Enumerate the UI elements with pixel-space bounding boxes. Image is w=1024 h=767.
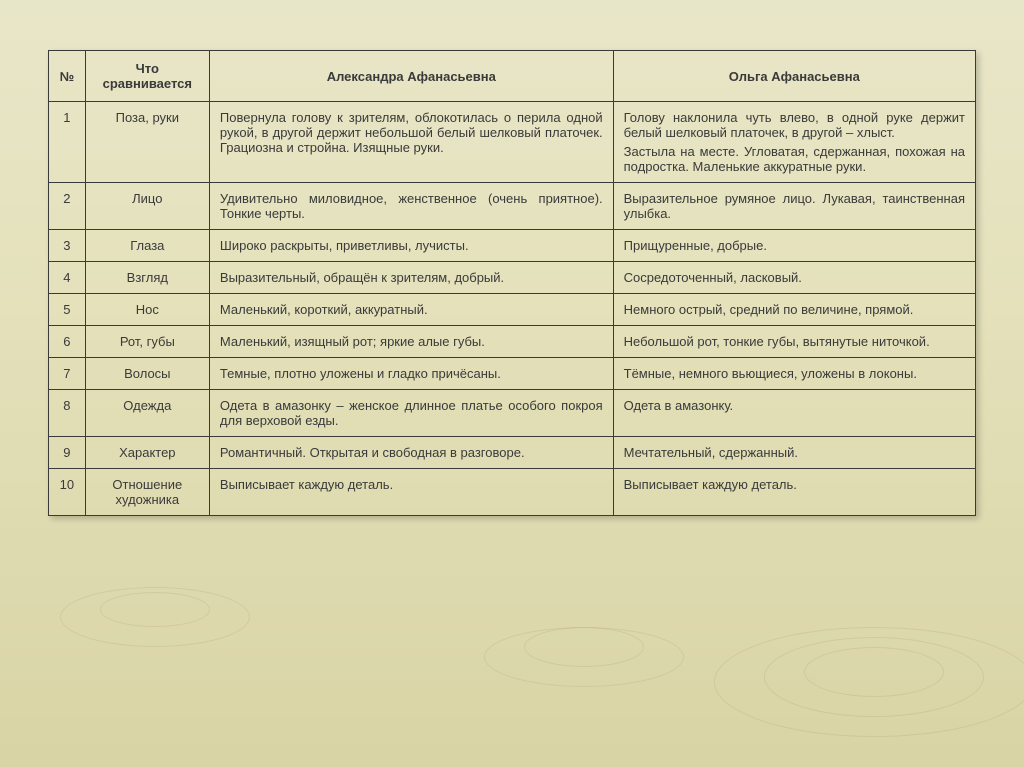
table-row: 1Поза, рукиПовернула голову к зрителям, … <box>49 102 976 183</box>
cell-paragraph: Одета в амазонку. <box>624 398 965 413</box>
cell-paragraph: Застыла на месте. Угловатая, сдержанная,… <box>624 144 965 174</box>
cell-alexandra: Темные, плотно уложены и гладко причёсан… <box>209 358 613 390</box>
cell-paragraph: Повернула голову к зрителям, облокотилас… <box>220 110 603 155</box>
cell-paragraph: Удивительно миловидное, женственное (оче… <box>220 191 603 221</box>
cell-paragraph: Маленький, короткий, аккуратный. <box>220 302 603 317</box>
cell-alexandra: Широко раскрыты, приветливы, лучисты. <box>209 230 613 262</box>
table-row: 8Одежда Одета в амазонку – женское длинно… <box>49 390 976 437</box>
cell-olga: Тёмные, немного вьющиеся, уложены в локо… <box>613 358 975 390</box>
cell-olga: Прищуренные, добрые. <box>613 230 975 262</box>
cell-olga: Сосредоточенный, ласковый. <box>613 262 975 294</box>
cell-num: 3 <box>49 230 86 262</box>
cell-alexandra: Романтичный. Открытая и свободная в разг… <box>209 437 613 469</box>
header-olga: Ольга Афанасьевна <box>613 51 975 102</box>
cell-paragraph: Маленький, изящный рот; яркие алые губы. <box>220 334 603 349</box>
cell-olga: Голову наклонила чуть влево, в одной рук… <box>613 102 975 183</box>
cell-paragraph: Мечтательный, сдержанный. <box>624 445 965 460</box>
cell-paragraph: Выписывает каждую деталь. <box>220 477 603 492</box>
cell-alexandra: Выразительный, обращён к зрителям, добры… <box>209 262 613 294</box>
cell-paragraph: Голову наклонила чуть влево, в одной рук… <box>624 110 965 140</box>
cell-paragraph: Выписывает каждую деталь. <box>624 477 965 492</box>
cell-compare: Одежда <box>85 390 209 437</box>
table-header-row: № Что сравнивается Александра Афанасьевн… <box>49 51 976 102</box>
cell-alexandra: Повернула голову к зрителям, облокотилас… <box>209 102 613 183</box>
cell-paragraph: Одета в амазонку – женское длинное плать… <box>220 398 603 428</box>
cell-num: 2 <box>49 183 86 230</box>
cell-paragraph: Романтичный. Открытая и свободная в разг… <box>220 445 603 460</box>
cell-paragraph: Небольшой рот, тонкие губы, вытянутые ни… <box>624 334 965 349</box>
cell-olga: Выразительное румяное лицо. Лукавая, таи… <box>613 183 975 230</box>
cell-olga: Выписывает каждую деталь. <box>613 469 975 516</box>
cell-alexandra: Маленький, короткий, аккуратный. <box>209 294 613 326</box>
cell-num: 7 <box>49 358 86 390</box>
table-body: 1Поза, рукиПовернула голову к зрителям, … <box>49 102 976 516</box>
cell-num: 1 <box>49 102 86 183</box>
cell-compare: Поза, руки <box>85 102 209 183</box>
cell-compare: Взгляд <box>85 262 209 294</box>
cell-paragraph: Выразительное румяное лицо. Лукавая, таи… <box>624 191 965 221</box>
table-row: 7Волосы Темные, плотно уложены и гладко п… <box>49 358 976 390</box>
cell-paragraph: Выразительный, обращён к зрителям, добры… <box>220 270 603 285</box>
table-row: 9Характер Романтичный. Открытая и свободн… <box>49 437 976 469</box>
cell-paragraph: Сосредоточенный, ласковый. <box>624 270 965 285</box>
cell-olga: Одета в амазонку. <box>613 390 975 437</box>
header-num: № <box>49 51 86 102</box>
cell-compare: Волосы <box>85 358 209 390</box>
table-row: 4Взгляд Выразительный, обращён к зрителям… <box>49 262 976 294</box>
cell-olga: Немного острый, средний по величине, пря… <box>613 294 975 326</box>
cell-alexandra: Одета в амазонку – женское длинное плать… <box>209 390 613 437</box>
cell-num: 5 <box>49 294 86 326</box>
table-row: 3Глаза Широко раскрыты, приветливы, лучис… <box>49 230 976 262</box>
cell-alexandra: Удивительно миловидное, женственное (оче… <box>209 183 613 230</box>
table-row: 10Отношение художника Выписывает каждую д… <box>49 469 976 516</box>
cell-alexandra: Маленький, изящный рот; яркие алые губы. <box>209 326 613 358</box>
cell-paragraph: Прищуренные, добрые. <box>624 238 965 253</box>
cell-compare: Глаза <box>85 230 209 262</box>
cell-num: 10 <box>49 469 86 516</box>
cell-num: 9 <box>49 437 86 469</box>
table-row: 2Лицо Удивительно миловидное, женственное… <box>49 183 976 230</box>
table-row: 6Рот, губы Маленький, изящный рот; яркие … <box>49 326 976 358</box>
cell-olga: Небольшой рот, тонкие губы, вытянутые ни… <box>613 326 975 358</box>
cell-num: 8 <box>49 390 86 437</box>
cell-compare: Характер <box>85 437 209 469</box>
table-row: 5Нос Маленький, короткий, аккуратный. Немн… <box>49 294 976 326</box>
cell-num: 4 <box>49 262 86 294</box>
header-compare: Что сравнивается <box>85 51 209 102</box>
header-alexandra: Александра Афанасьевна <box>209 51 613 102</box>
cell-paragraph: Темные, плотно уложены и гладко причёсан… <box>220 366 603 381</box>
comparison-table: № Что сравнивается Александра Афанасьевн… <box>48 50 976 516</box>
cell-compare: Лицо <box>85 183 209 230</box>
cell-num: 6 <box>49 326 86 358</box>
cell-olga: Мечтательный, сдержанный. <box>613 437 975 469</box>
cell-compare: Нос <box>85 294 209 326</box>
cell-compare: Отношение художника <box>85 469 209 516</box>
cell-paragraph: Тёмные, немного вьющиеся, уложены в локо… <box>624 366 965 381</box>
cell-alexandra: Выписывает каждую деталь. <box>209 469 613 516</box>
cell-compare: Рот, губы <box>85 326 209 358</box>
cell-paragraph: Немного острый, средний по величине, пря… <box>624 302 965 317</box>
cell-paragraph: Широко раскрыты, приветливы, лучисты. <box>220 238 603 253</box>
